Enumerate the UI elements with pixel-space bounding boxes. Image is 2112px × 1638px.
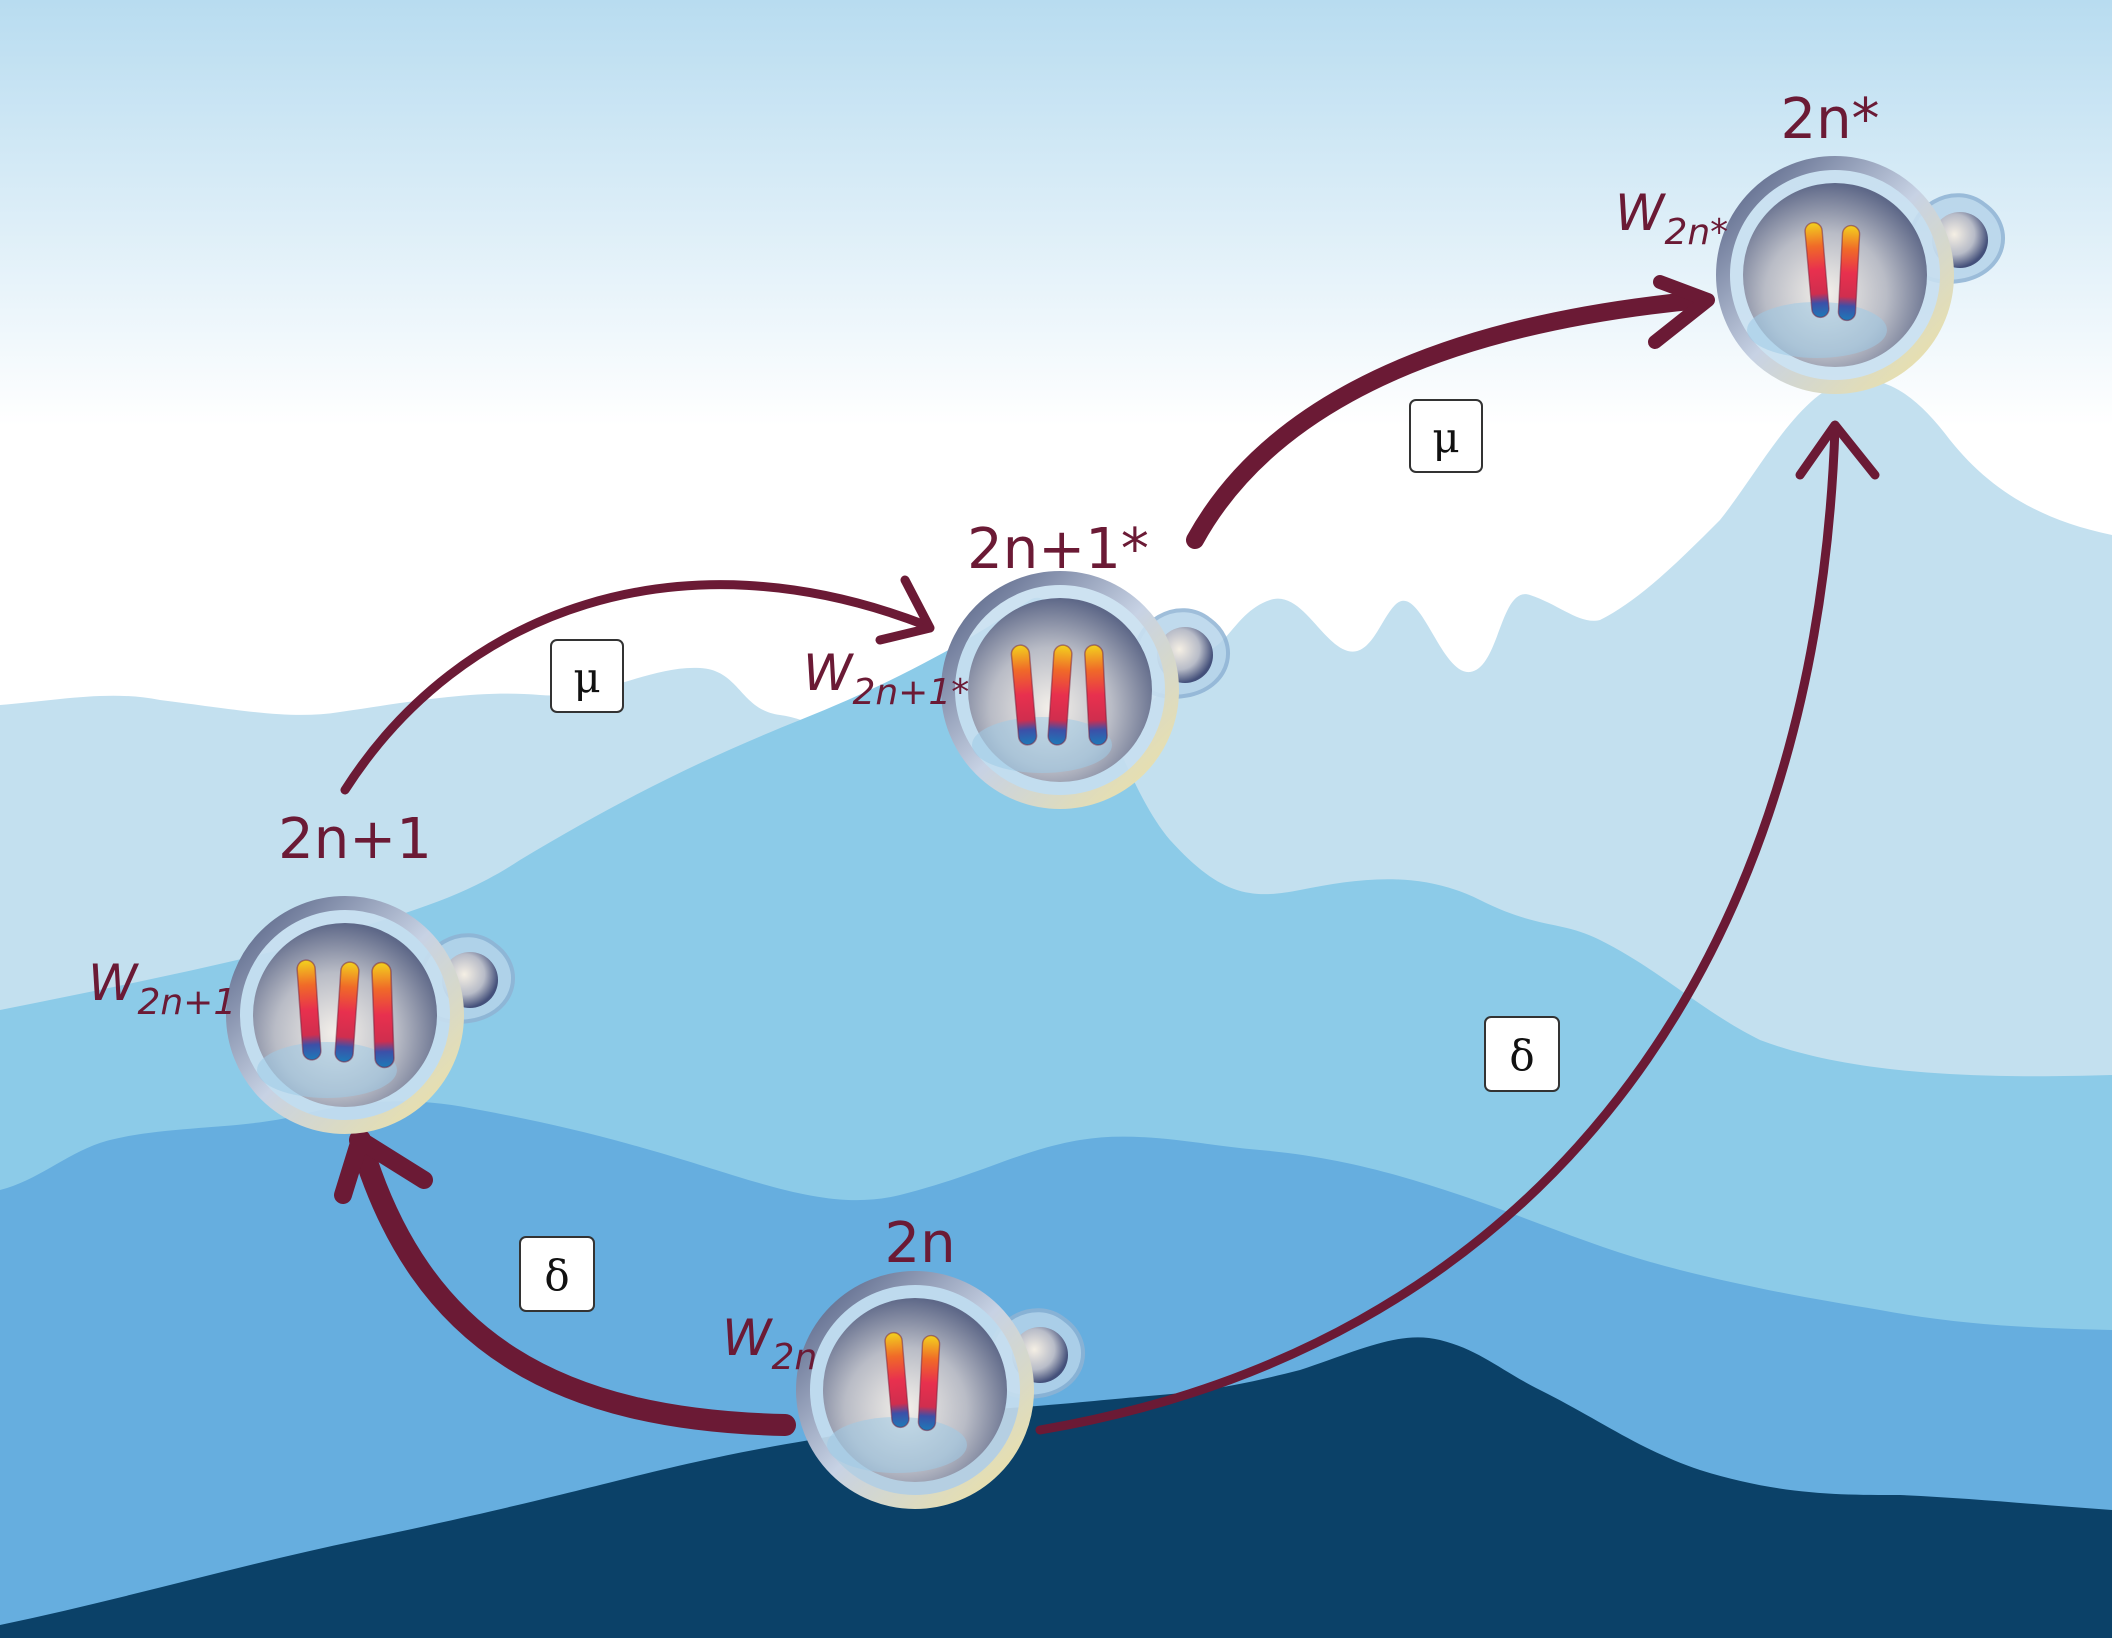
rate-box-delta-left: δ — [519, 1236, 595, 1312]
arrowhead-2n-to-2n1 — [334, 1131, 433, 1204]
rate-label-mu-left: μ — [573, 653, 600, 702]
arrowhead-2n1star-to-2nstar — [1648, 275, 1715, 349]
rate-box-delta-right: δ — [1484, 1016, 1560, 1092]
transition-arrows — [334, 275, 1880, 1436]
arrowhead-2n-to-2nstar — [1795, 420, 1880, 480]
fitness-label-2n1: W2n+1 — [88, 954, 236, 1023]
rate-box-mu-left: μ — [550, 639, 624, 713]
state-label-2n1star: 2n+1* — [967, 517, 1149, 582]
chromosomes-2n1 — [295, 958, 396, 1069]
fitness-label-2nstar: W2n* — [1615, 184, 1728, 253]
fitness-label-2n1star: W2n+1* — [803, 644, 969, 713]
rate-label-mu-right: μ — [1432, 413, 1459, 462]
state-label-2nstar: 2n* — [1780, 87, 1879, 152]
arrow-2n-to-2n1 — [349, 1129, 796, 1436]
arrowhead-2n1-to-2n1star — [875, 575, 935, 645]
chromosomes-2n1star — [1009, 643, 1109, 747]
rate-label-delta-right: δ — [1509, 1031, 1534, 1080]
fitness-label-2n: W2n — [722, 1309, 817, 1378]
arrow-2n1star-to-2nstar — [1186, 291, 1709, 549]
state-label-2n1: 2n+1 — [278, 807, 432, 872]
rate-label-delta-left: δ — [544, 1251, 569, 1300]
arrow-2n1-to-2n1star — [340, 580, 930, 795]
arrow-2n-to-2nstar — [1035, 423, 1840, 1435]
state-label-2n: 2n — [884, 1211, 955, 1276]
rate-box-mu-right: μ — [1409, 399, 1483, 473]
mountain-front-range — [0, 1337, 2112, 1638]
